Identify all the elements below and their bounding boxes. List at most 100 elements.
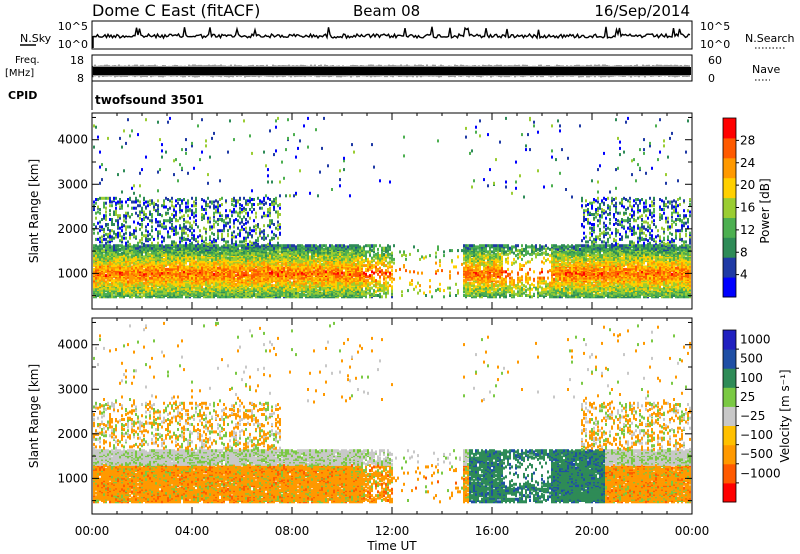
heatmap-cell <box>199 262 201 266</box>
heatmap-cell <box>279 264 281 268</box>
heatmap-cell <box>99 260 101 264</box>
heatmap-cell <box>131 129 133 133</box>
heatmap-cell <box>157 170 159 174</box>
heatmap-cell <box>253 203 255 206</box>
heatmap-cell <box>251 198 253 201</box>
heatmap-cell <box>235 210 237 214</box>
heatmap-cell <box>233 249 235 253</box>
heatmap-cell <box>105 223 107 226</box>
heatmap-cell <box>195 271 197 275</box>
heatmap-cell <box>153 201 155 205</box>
heatmap-cell <box>283 266 285 270</box>
heatmap-cell <box>105 232 107 236</box>
heatmap-cell <box>115 219 117 223</box>
heatmap-cell <box>257 236 259 240</box>
heatmap-cell <box>189 216 191 220</box>
heatmap-cell <box>265 201 267 205</box>
heatmap-cell <box>177 219 179 223</box>
heatmap-cell <box>113 196 115 200</box>
heatmap-cell <box>165 196 167 200</box>
heatmap-cell <box>175 227 177 231</box>
heatmap-cell <box>193 256 195 260</box>
date-label: 16/Sep/2014 <box>594 2 690 20</box>
heatmap-cell <box>295 155 297 159</box>
heatmap-cell <box>101 225 103 229</box>
heatmap-cell <box>139 255 141 259</box>
heatmap-cell <box>195 260 197 264</box>
heatmap-cell <box>97 294 99 297</box>
heatmap-cell <box>243 236 245 240</box>
heatmap-cell <box>223 282 225 286</box>
heatmap-cell <box>115 287 117 291</box>
heatmap-cell <box>239 215 241 219</box>
heatmap-cell <box>157 213 159 216</box>
cpid-panel: CPID twofsound 3501 <box>8 81 204 110</box>
heatmap-cell <box>203 244 205 248</box>
heatmap-cell <box>157 244 159 248</box>
heatmap-cell <box>275 244 277 248</box>
heatmap-cell <box>173 159 175 163</box>
heatmap-cell <box>119 252 121 256</box>
heatmap-cell <box>133 249 135 253</box>
heatmap-cell <box>97 237 99 241</box>
heatmap-cell <box>207 203 209 206</box>
heatmap-cell <box>211 225 213 229</box>
heatmap-cell <box>127 255 129 259</box>
heatmap-cell <box>123 224 125 228</box>
heatmap-cell <box>217 229 219 233</box>
heatmap-cell <box>135 264 137 268</box>
heatmap-cell <box>213 225 215 229</box>
heatmap-cell <box>213 219 215 223</box>
heatmap-cell <box>185 209 187 213</box>
heatmap-cell <box>257 242 259 246</box>
heatmap-cell <box>163 199 165 203</box>
heatmap-cell <box>241 247 243 251</box>
heatmap-cell <box>129 196 131 200</box>
heatmap-cell <box>269 239 271 243</box>
heatmap-cell <box>123 232 125 236</box>
heatmap-cell <box>125 141 127 145</box>
heatmap-cell <box>137 199 139 203</box>
heatmap-cell <box>283 176 285 180</box>
heatmap-cell <box>199 234 201 238</box>
heatmap-cell <box>193 264 195 268</box>
heatmap-cell <box>101 239 103 243</box>
heatmap-cell <box>111 295 113 299</box>
heatmap-cell <box>161 149 163 153</box>
heatmap-cell <box>203 262 205 266</box>
heatmap-cell <box>185 265 187 269</box>
heatmap-cell <box>129 242 131 246</box>
heatmap-cell <box>131 206 133 210</box>
heatmap-cell <box>121 229 123 233</box>
heatmap-cell <box>167 244 169 248</box>
heatmap-cell <box>131 200 133 204</box>
heatmap-cell <box>195 264 197 268</box>
heatmap-cell <box>215 205 217 209</box>
heatmap-cell <box>153 286 155 290</box>
heatmap-cell <box>185 148 187 152</box>
heatmap-cell <box>165 254 167 258</box>
heatmap-cell <box>173 277 175 281</box>
heatmap-cell <box>143 294 145 297</box>
heatmap-cell <box>195 219 197 223</box>
heatmap-cell <box>101 289 103 293</box>
heatmap-cell <box>203 276 205 280</box>
heatmap-cell <box>273 236 275 240</box>
heatmap-cell <box>225 221 227 225</box>
heatmap-cell <box>195 204 197 208</box>
heatmap-cell <box>111 235 113 239</box>
heatmap-cell <box>231 280 233 284</box>
heatmap-cell <box>231 198 233 201</box>
heatmap-cell <box>183 223 185 226</box>
heatmap-cell <box>187 285 189 289</box>
heatmap-cell <box>121 200 123 204</box>
heatmap-cell <box>161 214 163 218</box>
heatmap-cell <box>161 143 163 147</box>
heatmap-cell <box>239 279 241 283</box>
heatmap-cell <box>255 292 257 296</box>
heatmap-cell <box>243 215 245 219</box>
heatmap-cell <box>109 235 111 239</box>
heatmap-cell <box>219 214 221 218</box>
heatmap-cell <box>141 168 143 172</box>
heatmap-cell <box>219 246 221 250</box>
